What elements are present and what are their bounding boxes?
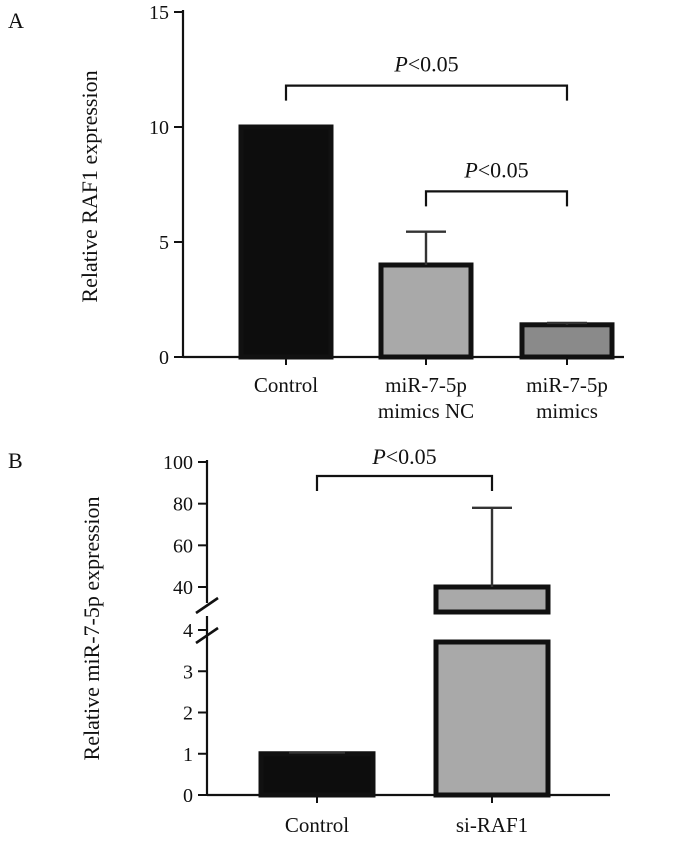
y-tick-label-b: 60 (173, 535, 193, 557)
y-tick-label-b: 1 (183, 744, 193, 766)
y-tick-label-a: 5 (159, 232, 169, 254)
significance-bracket-b-1 (315, 474, 494, 491)
x-tick-label-a: mimics NC (378, 399, 474, 423)
y-tick-label-b: 80 (173, 494, 193, 516)
x-tick-label-a: Control (254, 373, 318, 397)
x-tick-label-a: miR-7-5p (526, 373, 608, 397)
bar-a-2 (378, 262, 474, 360)
panel-b: B Relative miR-7-5p expression 0 1 2 3 4 40 60 80… (8, 444, 610, 837)
axis-break-mark-b (195, 626, 219, 645)
axis-break-mark-b (195, 596, 219, 615)
y-tick-label-b: 0 (183, 785, 193, 807)
significance-bracket-a-1 (284, 84, 569, 101)
panel-label-a: A (8, 8, 24, 33)
y-tick-label-b: 40 (173, 577, 193, 599)
y-tick-label-a: 10 (149, 117, 169, 139)
y-tick-label-b: 4 (183, 620, 193, 642)
bar-b-2-lower (433, 639, 551, 798)
bar-b-1 (258, 751, 376, 798)
panel-a: A Relative RAF1 expression 0 5 10 15 Control mi… (8, 2, 624, 423)
significance-bracket-a-2 (424, 190, 569, 207)
x-tick-label-a: miR-7-5p (385, 373, 467, 397)
significance-label-a-1: P<0.05 (393, 52, 458, 77)
bar-a-3 (519, 322, 615, 360)
y-tick-label-a: 0 (159, 347, 169, 369)
significance-label-b-1: P<0.05 (371, 444, 436, 469)
x-tick-label-a: mimics (536, 399, 598, 423)
y-axis-label-b: Relative miR-7-5p expression (79, 497, 104, 761)
y-axis-label-a: Relative RAF1 expression (77, 70, 102, 302)
panel-label-b: B (8, 448, 23, 473)
y-tick-label-b: 100 (163, 452, 193, 474)
bar-b-2-upper (433, 584, 551, 615)
y-tick-label-b: 3 (183, 661, 193, 683)
y-tick-label-b: 2 (183, 703, 193, 725)
x-tick-label-b: Control (285, 813, 349, 837)
x-tick-label-b: si-RAF1 (456, 813, 528, 837)
y-tick-label-a: 15 (149, 2, 169, 24)
bar-a-1 (238, 124, 334, 360)
significance-label-a-2: P<0.05 (463, 157, 528, 182)
